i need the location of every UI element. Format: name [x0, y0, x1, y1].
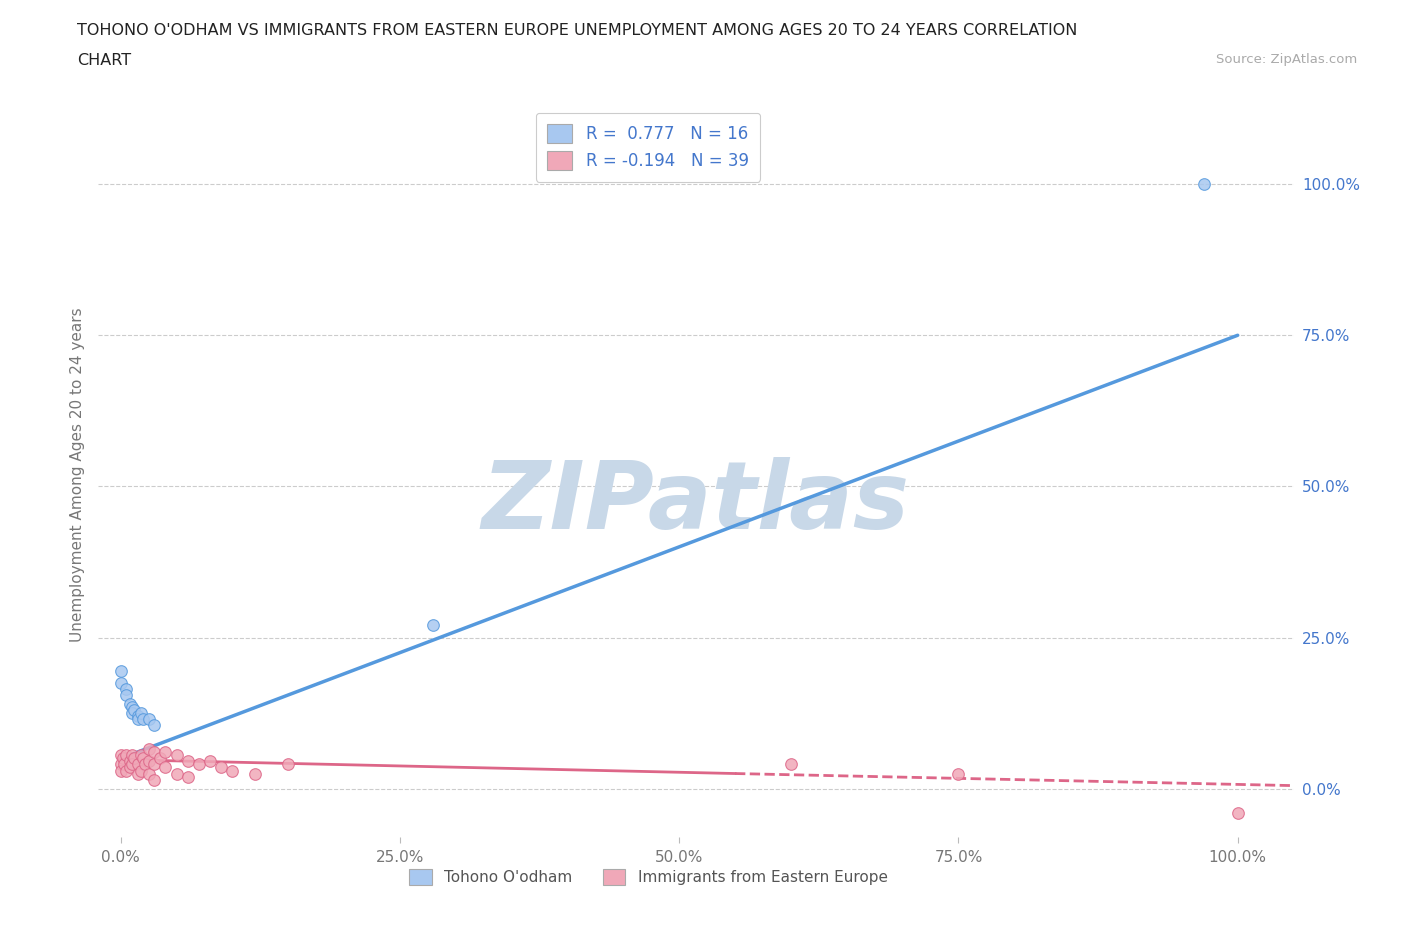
Point	[111, 751, 134, 766]
Point	[122, 751, 145, 766]
Point	[129, 763, 152, 777]
Point	[166, 748, 188, 763]
Point	[110, 763, 132, 777]
Point	[118, 697, 141, 711]
Point	[115, 748, 138, 763]
Point	[121, 699, 143, 714]
Point	[129, 706, 152, 721]
Point	[138, 754, 160, 769]
Text: ZIPatlas: ZIPatlas	[482, 458, 910, 550]
Point	[110, 663, 132, 678]
Point	[134, 757, 156, 772]
Point	[780, 757, 803, 772]
Point	[127, 766, 149, 781]
Point	[143, 757, 166, 772]
Point	[115, 687, 138, 702]
Point	[221, 763, 243, 777]
Text: TOHONO O'ODHAM VS IMMIGRANTS FROM EASTERN EUROPE UNEMPLOYMENT AMONG AGES 20 TO 2: TOHONO O'ODHAM VS IMMIGRANTS FROM EASTER…	[77, 23, 1078, 38]
Point	[948, 766, 970, 781]
Point	[118, 760, 141, 775]
Point	[121, 748, 143, 763]
Point	[143, 772, 166, 787]
Point	[187, 757, 209, 772]
Point	[1226, 805, 1249, 820]
Point	[155, 745, 177, 760]
Point	[1192, 177, 1215, 192]
Point	[115, 682, 138, 697]
Point	[132, 711, 155, 726]
Point	[129, 748, 152, 763]
Point	[132, 751, 155, 766]
Point	[198, 754, 221, 769]
Point	[122, 703, 145, 718]
Point	[127, 711, 149, 726]
Point	[209, 760, 232, 775]
Point	[155, 760, 177, 775]
Point	[112, 757, 135, 772]
Point	[110, 757, 132, 772]
Text: Source: ZipAtlas.com: Source: ZipAtlas.com	[1216, 53, 1357, 66]
Point	[243, 766, 266, 781]
Point	[143, 718, 166, 733]
Point	[138, 742, 160, 757]
Point	[422, 618, 444, 633]
Point	[177, 754, 200, 769]
Point	[177, 769, 200, 784]
Point	[143, 745, 166, 760]
Point	[127, 757, 149, 772]
Point	[121, 706, 143, 721]
Point	[138, 766, 160, 781]
Text: CHART: CHART	[77, 53, 131, 68]
Point	[149, 751, 172, 766]
Point	[118, 754, 141, 769]
Point	[110, 748, 132, 763]
Point	[166, 766, 188, 781]
Y-axis label: Unemployment Among Ages 20 to 24 years: Unemployment Among Ages 20 to 24 years	[69, 307, 84, 642]
Point	[138, 711, 160, 726]
Point	[121, 757, 143, 772]
Point	[127, 709, 149, 724]
Legend: Tohono O'odham, Immigrants from Eastern Europe: Tohono O'odham, Immigrants from Eastern …	[399, 860, 897, 895]
Point	[115, 763, 138, 777]
Point	[110, 675, 132, 690]
Point	[277, 757, 299, 772]
